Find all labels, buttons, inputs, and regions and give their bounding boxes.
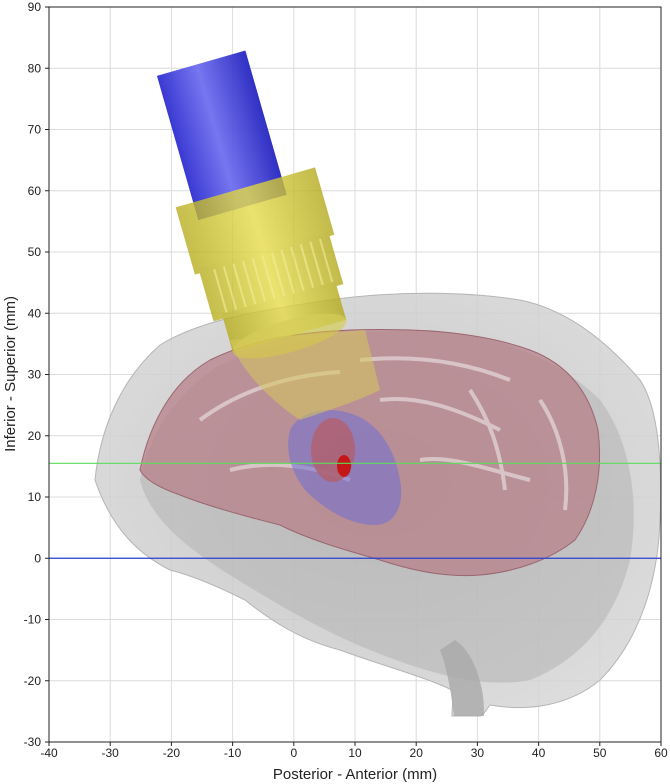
y-tick-label: 0 — [34, 551, 41, 565]
transducer-ribs — [213, 238, 334, 313]
x-tick-label: -40 — [40, 746, 58, 760]
y-tick-label: 30 — [28, 368, 42, 382]
y-tick-label: 50 — [28, 245, 42, 259]
anatomy-render — [94, 50, 662, 717]
y-tick-label: 20 — [28, 429, 42, 443]
y-tick-label: -30 — [24, 735, 42, 749]
y-ticks: -30 -20 -10 0 10 20 30 40 50 60 70 80 90 — [24, 0, 49, 749]
y-tick-label: -10 — [24, 613, 42, 627]
transducer-housing-middle — [198, 231, 344, 322]
x-tick-label: 40 — [532, 746, 546, 760]
y-tick-label: 80 — [28, 61, 42, 75]
reference-lines — [49, 462, 661, 559]
x-tick-label: 10 — [348, 746, 362, 760]
y-tick-label: -20 — [24, 674, 42, 688]
transducer-body — [156, 50, 287, 221]
x-tick-label: 50 — [593, 746, 607, 760]
focus-spot — [337, 455, 351, 477]
x-tick-label: 30 — [471, 746, 485, 760]
x-tick-label: 0 — [290, 746, 297, 760]
neck-volume — [440, 640, 484, 716]
y-tick-label: 90 — [28, 0, 42, 14]
x-tick-label: -30 — [102, 746, 120, 760]
y-tick-label: 70 — [28, 123, 42, 137]
x-ticks: -40 -30 -20 -10 0 10 20 30 40 50 60 — [40, 742, 668, 760]
x-tick-label: 60 — [654, 746, 668, 760]
x-tick-label: -10 — [224, 746, 242, 760]
transducer-housing-upper — [175, 167, 335, 275]
x-tick-label: -20 — [163, 746, 181, 760]
transducer-beam — [230, 330, 380, 420]
y-axis-label: Inferior - Superior (mm) — [2, 296, 19, 452]
y-tick-label: 10 — [28, 490, 42, 504]
y-tick-label: 40 — [28, 306, 42, 320]
y-tick-label: 60 — [28, 184, 42, 198]
x-tick-label: 20 — [410, 746, 424, 760]
x-axis-label: Posterior - Anterior (mm) — [273, 766, 437, 783]
